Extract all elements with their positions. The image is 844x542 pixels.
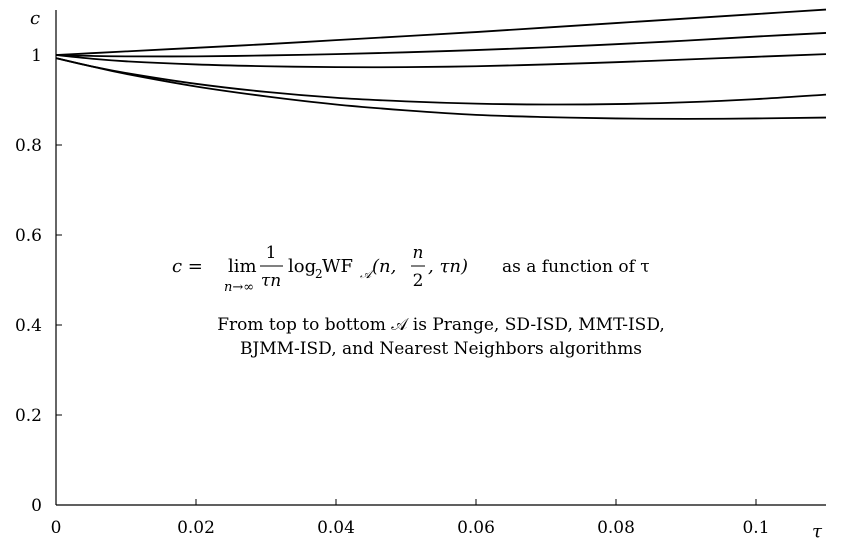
formula-half-den: 2 (413, 271, 424, 291)
x-tick-label: 0.04 (317, 518, 355, 538)
formula-frac-den: τn (261, 271, 281, 291)
formula-log-sub: 2 (315, 267, 323, 281)
formula-tail: as a function of τ (502, 257, 650, 277)
axes (55, 10, 826, 506)
formula-args-close: , τn) (428, 256, 468, 277)
formula-args-open: (n, (372, 256, 396, 277)
y-tick-label: 0.2 (15, 406, 42, 426)
y-tick-label: 0.4 (15, 316, 42, 336)
formula-half-num: n (413, 243, 424, 263)
formula-lhs: c = (172, 256, 203, 277)
series-line-2 (55, 32, 827, 58)
y-tick-label: 0 (31, 496, 42, 516)
annotation-line-1: From top to bottom 𝒜 is Prange, SD-ISD, … (217, 315, 665, 335)
y-axis-label: c (30, 8, 40, 29)
series-line-1 (55, 8, 827, 56)
formula-log: log (288, 256, 316, 277)
formula-wf-sub: 𝒜 (360, 267, 375, 281)
y-tick-label: 1 (31, 46, 42, 66)
x-axis-label: τ (812, 521, 823, 542)
y-tick-label: 0.6 (15, 226, 42, 246)
tick-labels: 0 0.02 0.04 0.06 0.08 0.1 0 0.2 0.4 0.6 0.8 1 (15, 46, 770, 538)
x-tick-label: 0.06 (457, 518, 495, 538)
ticks (55, 54, 757, 506)
y-tick-label: 0.8 (15, 136, 42, 156)
x-tick-label: 0.02 (177, 518, 215, 538)
x-tick-label: 0 (51, 518, 62, 538)
x-tick-label: 0.08 (597, 518, 635, 538)
x-tick-label: 0.1 (742, 518, 769, 538)
formula-lim: lim (228, 256, 257, 277)
formula-frac-num: 1 (266, 243, 277, 263)
series-line-5 (55, 57, 827, 120)
series-line-4 (55, 57, 827, 106)
series-lines (55, 8, 827, 120)
formula-annotation: c = lim n→∞ 1 τn log 2 WF 𝒜 (n, n 2 , τn… (172, 243, 665, 359)
annotation-line-2: BJMM-ISD, and Nearest Neighbors algorith… (240, 339, 642, 359)
series-line-3 (55, 53, 827, 69)
formula-lim-sub: n→∞ (224, 280, 254, 295)
formula-wf: WF (322, 256, 353, 277)
